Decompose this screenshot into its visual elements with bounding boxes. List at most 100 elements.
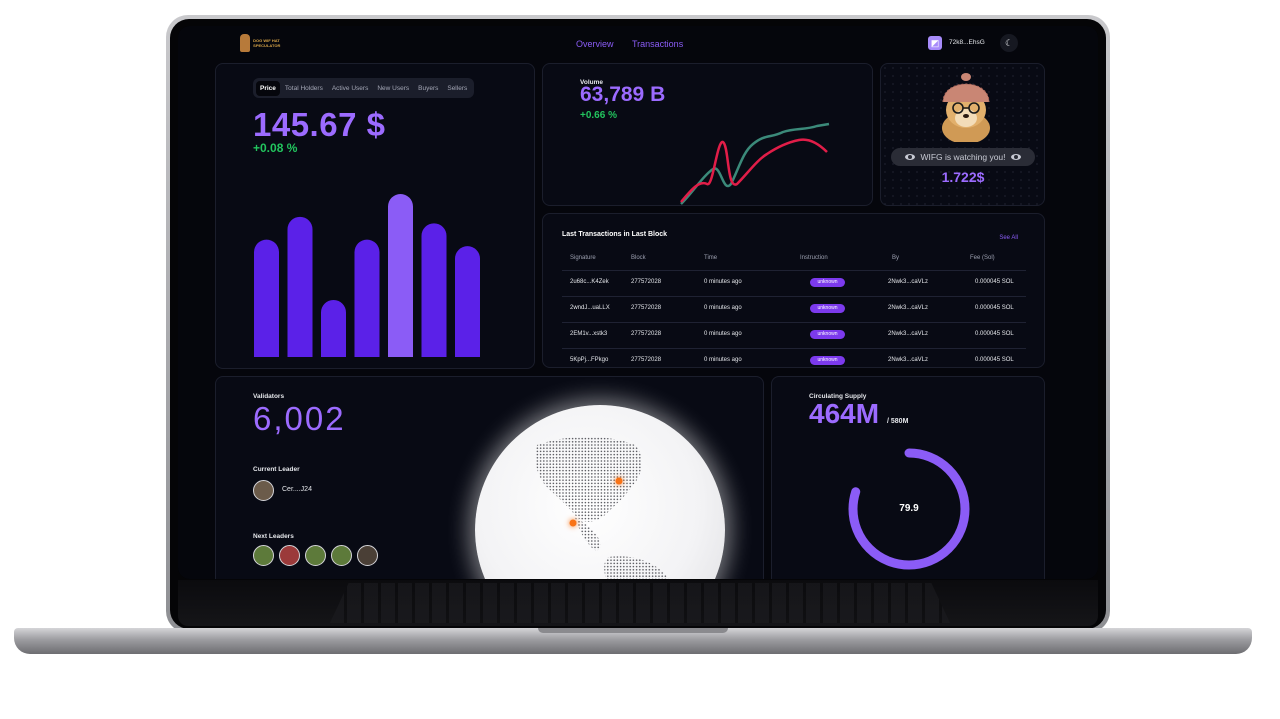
see-all-link[interactable]: See All — [999, 235, 1018, 241]
tab-sellers[interactable]: Sellers — [447, 84, 468, 92]
tx-fee: 0.000045 SOL — [975, 279, 1014, 285]
row-divider — [562, 296, 1026, 297]
volume-line-chart — [680, 122, 830, 205]
price-bar[interactable] — [254, 239, 279, 357]
price-card: Price Total Holders Active Users New Use… — [215, 63, 535, 369]
current-leader-name[interactable]: Cer....J24 — [282, 486, 312, 493]
tx-by[interactable]: 2Nwk3...caVLz — [888, 357, 929, 363]
watching-text: WIFG is watching you! — [920, 152, 1006, 162]
south-america-landmass — [604, 556, 669, 579]
watching-you-pill: WIFG is watching you! — [891, 148, 1035, 166]
price-bar[interactable] — [421, 223, 447, 357]
central-america-landmass — [575, 517, 601, 551]
eye-icon — [1010, 154, 1021, 160]
volume-line-green — [680, 122, 830, 205]
col-header-signature: Signature — [570, 255, 596, 261]
tx-time: 0 minutes ago — [704, 279, 742, 285]
nav-link-overview[interactable]: Overview — [576, 39, 614, 49]
tab-total-holders[interactable]: Total Holders — [284, 84, 323, 92]
tx-fee: 0.000045 SOL — [975, 331, 1014, 337]
tab-active-users[interactable]: Active Users — [331, 84, 369, 92]
next-leader-avatar[interactable] — [253, 545, 274, 566]
validators-value: 6,002 — [253, 400, 346, 437]
tx-signature[interactable]: 2EM1v...xstk3 — [570, 331, 608, 337]
price-bar[interactable] — [455, 246, 480, 357]
price-bar[interactable] — [287, 216, 313, 357]
validators-globe — [475, 405, 725, 579]
supply-total: / 580M — [887, 418, 909, 425]
wallet-address[interactable]: 72k8...EhsG — [949, 39, 985, 46]
tx-time: 0 minutes ago — [704, 357, 742, 363]
transactions-title: Last Transactions in Last Block — [562, 231, 668, 238]
supply-label: Circulating Supply — [809, 393, 867, 400]
brand-logo[interactable]: DOG WIF HAT SPECULATOR — [240, 33, 288, 53]
tx-fee: 0.000045 SOL — [975, 357, 1014, 363]
current-leader-label: Current Leader — [253, 466, 300, 473]
price-bar[interactable] — [388, 194, 413, 357]
logo-text: DOG WIF HAT SPECULATOR — [253, 38, 281, 48]
row-divider — [562, 348, 1026, 349]
keyboard-reflection — [330, 583, 950, 623]
next-leader-avatar[interactable] — [357, 545, 378, 566]
dog-logo-icon — [240, 34, 251, 52]
tx-block: 277572028 — [631, 357, 662, 363]
row-divider — [562, 322, 1026, 323]
tx-signature[interactable]: 2wndJ...uaLLX — [570, 305, 610, 311]
ring-value-label: 79.9 — [899, 503, 919, 514]
metric-tabs: Price Total Holders Active Users New Use… — [253, 78, 475, 98]
col-header-by: By — [892, 255, 900, 261]
price-bar[interactable] — [321, 299, 346, 357]
globe-map — [535, 436, 669, 579]
ring-progress — [848, 448, 970, 570]
price-value: 145.67 $ — [253, 106, 386, 143]
col-header-fee: Fee (Sol) — [970, 255, 995, 261]
col-header-time: Time — [704, 255, 718, 261]
mascot-card: WIFG is watching you! 1.722$ — [880, 63, 1045, 206]
top-nav: DOG WIF HAT SPECULATOR Overview Transact… — [178, 26, 1098, 62]
tab-new-users[interactable]: New Users — [377, 84, 410, 92]
north-america-landmass — [535, 436, 642, 522]
tx-fee: 0.000045 SOL — [975, 305, 1014, 311]
validators-label: Validators — [253, 393, 285, 400]
nav-link-transactions[interactable]: Transactions — [632, 39, 684, 49]
tx-block: 277572028 — [631, 279, 662, 285]
tx-time: 0 minutes ago — [704, 305, 742, 311]
next-leader-avatar[interactable] — [279, 545, 300, 566]
tx-by[interactable]: 2Nwk3...caVLz — [888, 305, 929, 311]
row-divider — [562, 270, 1026, 271]
volume-value: 63,789 B — [580, 83, 666, 106]
price-bar[interactable] — [354, 239, 380, 357]
instruction-badge: unknown — [810, 330, 845, 339]
tx-time: 0 minutes ago — [704, 331, 742, 337]
col-header-block: Block — [631, 255, 646, 261]
price-bar-chart — [254, 194, 480, 357]
mascot-token-price: 1.722$ — [941, 169, 985, 185]
transactions-card: Last Transactions in Last Block See All … — [542, 213, 1045, 368]
next-leader-avatar[interactable] — [331, 545, 352, 566]
supply-card: Circulating Supply 464M / 580M 79.9 — [771, 376, 1045, 579]
current-leader-avatar[interactable] — [253, 480, 274, 501]
moon-icon: ☾ — [1004, 37, 1014, 48]
tx-signature[interactable]: 5KpPj...FPkgo — [570, 357, 609, 363]
wallet-icon[interactable]: ◩ — [928, 36, 942, 50]
instruction-badge: unknown — [810, 304, 845, 313]
dog-wif-hat-mascot-image — [942, 73, 990, 142]
validator-marker — [569, 519, 577, 527]
tx-block: 277572028 — [631, 331, 662, 337]
validators-card: Validators 6,002 Current Leader Cer....J… — [215, 376, 764, 579]
next-leader-avatar[interactable] — [305, 545, 326, 566]
eye-icon — [905, 154, 916, 160]
validator-marker — [615, 477, 623, 485]
tx-signature[interactable]: 2u68c...K4Zek — [570, 279, 609, 285]
tx-by[interactable]: 2Nwk3...caVLz — [888, 279, 929, 285]
instruction-badge: unknown — [810, 356, 845, 365]
dashboard-screen: DOG WIF HAT SPECULATOR Overview Transact… — [178, 26, 1098, 579]
theme-toggle-button[interactable]: ☾ — [1000, 34, 1018, 52]
volume-card: Volume 63,789 B +0.66 % — [542, 63, 873, 206]
tab-buyers[interactable]: Buyers — [418, 84, 439, 92]
price-change: +0.08 % — [253, 141, 298, 155]
tab-price[interactable]: Price — [256, 80, 280, 96]
volume-change: +0.66 % — [580, 110, 617, 121]
tx-by[interactable]: 2Nwk3...caVLz — [888, 331, 929, 337]
